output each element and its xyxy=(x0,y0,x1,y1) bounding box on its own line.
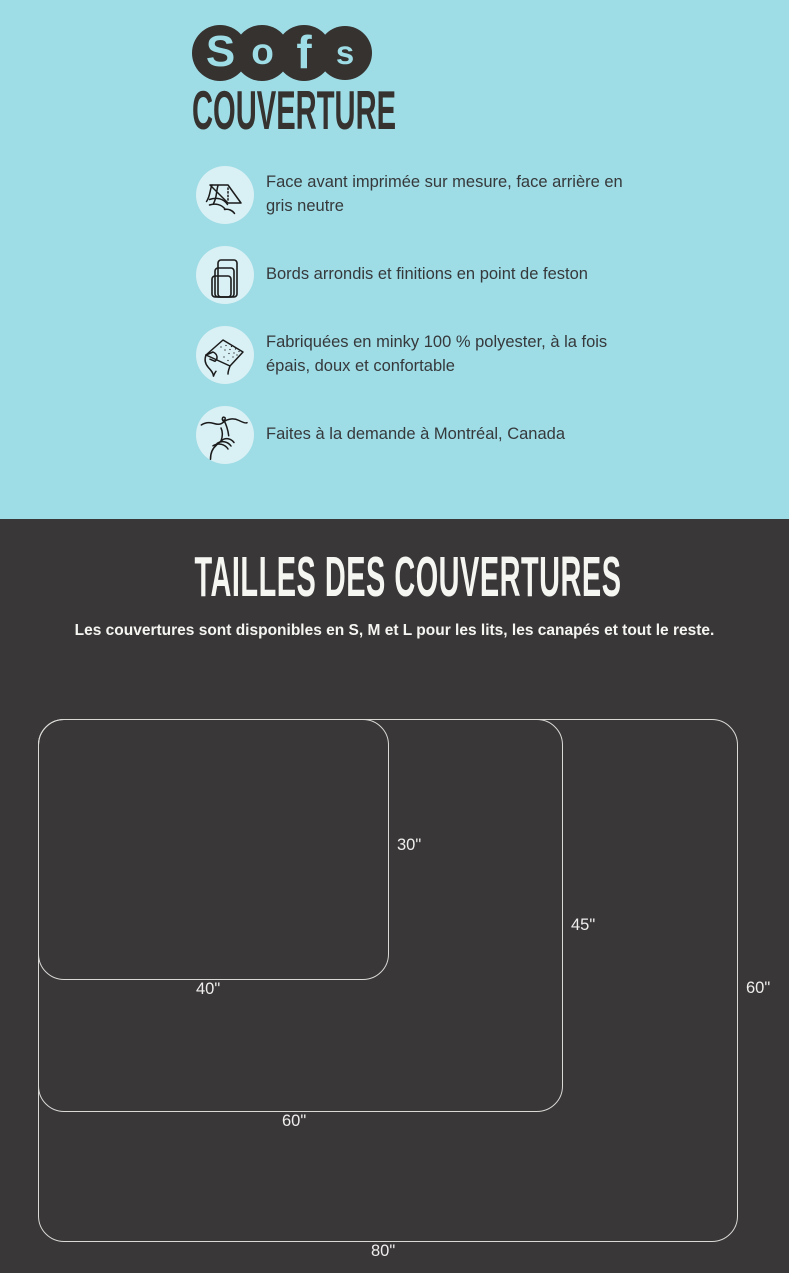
svg-text:f: f xyxy=(296,26,312,78)
svg-text:o: o xyxy=(251,31,274,72)
svg-text:S: S xyxy=(206,27,235,76)
svg-text:s: s xyxy=(336,34,354,71)
